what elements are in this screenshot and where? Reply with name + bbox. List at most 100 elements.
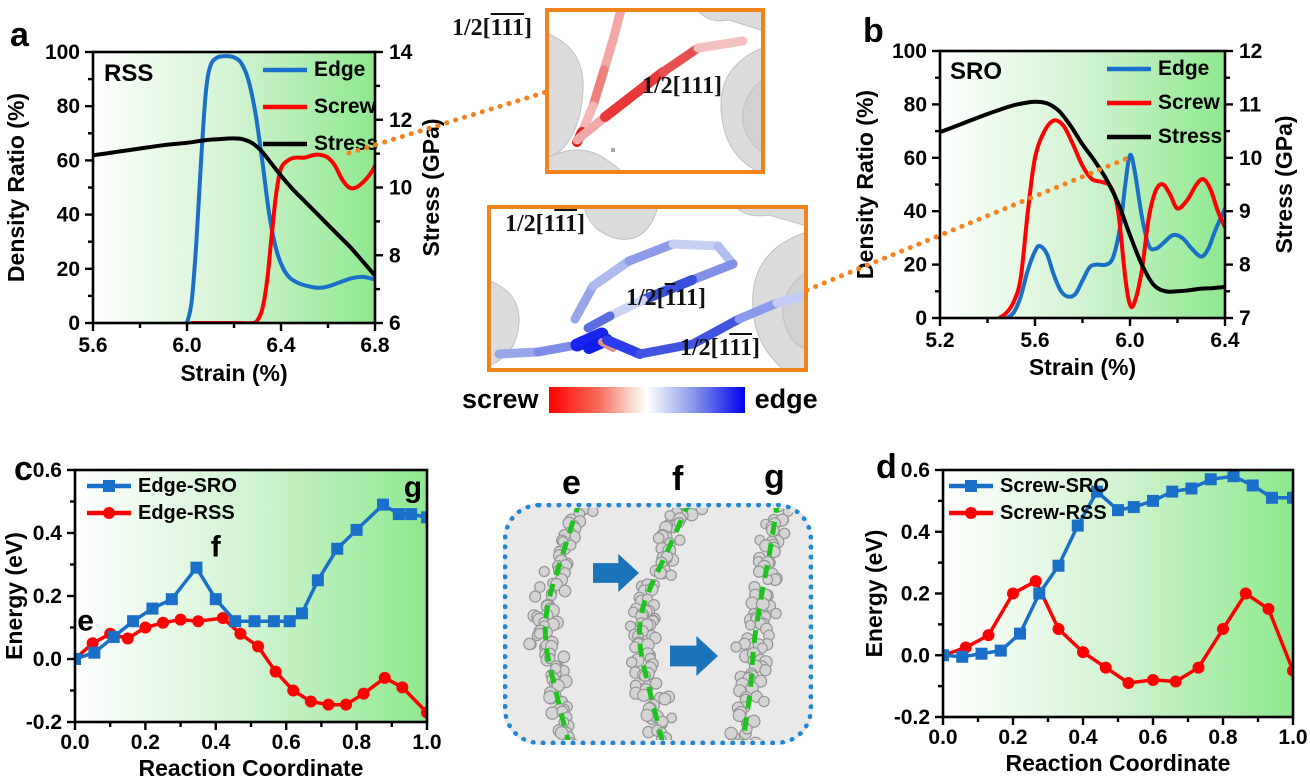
legend-label: Stress [314, 132, 379, 156]
axis-text: 40 [57, 204, 80, 227]
dislocation-line-e [542, 508, 581, 740]
axis-text: 6.4 [266, 334, 296, 357]
axis-text: Stress (GPa) [1271, 115, 1297, 253]
panel-letter-d: d [876, 448, 897, 486]
axis-text: 0 [68, 312, 80, 335]
legend-label: Screw-SRO [1000, 475, 1109, 497]
axis-text: 6.8 [360, 334, 390, 357]
axis-text: 0.0 [33, 648, 62, 671]
axis-text: Reaction Coordinate [139, 755, 364, 778]
burgers-vector-label-edge-bottom: 1/2[111] [680, 335, 761, 361]
legend-sample-screw [263, 104, 307, 109]
axis-text: Density Ratio (%) [855, 90, 878, 279]
axis-text: 0.6 [272, 731, 301, 754]
axis-text: 0.0 [60, 731, 89, 754]
atom-band-g [724, 508, 794, 740]
dislocation-line-f [637, 508, 690, 740]
axis-ticks [935, 468, 1295, 725]
structure-label-g: g [764, 458, 785, 496]
axis-text: 6.0 [1115, 329, 1144, 352]
axis-text: 6.4 [1210, 329, 1240, 352]
glide-arrow-2 [670, 636, 718, 676]
axis-text: 1.0 [1278, 726, 1307, 749]
dislocation-line-g [740, 508, 780, 740]
series-screw-sro [943, 470, 1293, 663]
legend-item-stress: Stress [1106, 125, 1222, 148]
atom-band-e [523, 508, 599, 740]
axis-ticks [67, 468, 429, 730]
legend-sample-screw-sro [949, 480, 993, 492]
series-screw-rss [943, 575, 1293, 690]
plot-area [943, 470, 1293, 690]
legend-item-stress: Stress [262, 132, 378, 155]
structure-label-f: f [672, 460, 684, 498]
axis-text: 6.0 [172, 334, 201, 357]
legend-sample-edge [1107, 66, 1151, 71]
corner-label-rss: RSS [104, 60, 154, 87]
legend-panel-a: Edge Screw Stress [262, 58, 378, 155]
glide-arrow-1 [593, 554, 639, 592]
screw-edge-colorbar: screw edge [462, 386, 818, 413]
legend-label: Stress [1158, 125, 1223, 149]
legend-sample-edge-rss [87, 507, 131, 519]
legend-label: Screw [1158, 91, 1220, 115]
axis-text: 0.4 [901, 521, 931, 544]
axis-text: 5.6 [1020, 329, 1049, 352]
colorbar-gradient-bar [548, 386, 745, 413]
legend-label: Edge-RSS [138, 502, 235, 524]
axis-text: 20 [904, 254, 927, 277]
axis-text: 0.2 [33, 585, 62, 608]
axis-text: 8 [1239, 254, 1251, 277]
axis-text: 0.8 [342, 731, 372, 754]
axis-text: 0.8 [1208, 726, 1238, 749]
axis-text: 100 [45, 41, 80, 64]
legend-sample-screw [1107, 100, 1151, 105]
axis-text: 10 [389, 177, 412, 200]
axis-text: 0.4 [1068, 726, 1098, 749]
chart-screw-energy-barrier: 0.0 0.2 0.4 0.6 0.8 1.0-0.20.00.20.40.6Reacti… [861, 459, 1308, 776]
series-edge-rss [75, 612, 427, 719]
atomic-bands-image [523, 508, 794, 740]
axis-text: 5.6 [78, 334, 107, 357]
panel-letter-a: a [10, 16, 29, 54]
axis-text: -0.2 [894, 706, 930, 729]
chart-edge-energy-barrier: 0.0 0.2 0.4 0.6 0.8 1.0-0.20.00.20.40.6Reacti… [1, 459, 442, 778]
legend-panel-d: Screw-SRO Screw-RSS [948, 475, 1109, 524]
axis-text: 5.2 [925, 329, 954, 352]
axis-text: 0.2 [131, 731, 160, 754]
axis-text: 0.0 [928, 726, 957, 749]
screw-dislocation-image [549, 12, 761, 170]
axis-text: Reaction Coordinate [1006, 750, 1231, 776]
axis-text: 6 [389, 312, 401, 335]
legend-item-screw-sro: Screw-SRO [948, 475, 1109, 497]
legend-sample-stress [263, 141, 307, 146]
axis-text: 9 [1239, 200, 1251, 223]
axis-ticks [85, 50, 383, 331]
legend-sample-stress [1107, 134, 1151, 139]
axis-text: 0.4 [201, 731, 231, 754]
axis-ticks [932, 49, 1233, 326]
burgers-vector-label-screw-outer: 1/2[111] [452, 15, 533, 41]
axis-text: 1.0 [412, 731, 441, 754]
chart-rss-density-stress: 5.6 6.0 6.4 6.8 0 20 40 60 80 100 6 8 10 12 14 Strain (… [3, 41, 444, 386]
atom-band-f [624, 508, 709, 740]
chart-sro-density-stress: 5.2 5.6 6.0 6.4 0 20 40 60 80 100 7 8 9 10 11 12 Strain … [855, 40, 1297, 380]
legend-label: Edge [314, 58, 366, 81]
axis-text: 40 [904, 200, 927, 223]
axis-text: 20 [57, 258, 80, 281]
legend-panel-c: Edge-SRO Edge-RSS [86, 475, 237, 524]
axis-text: 100 [892, 40, 927, 63]
edge-dislocation-inset [487, 205, 808, 372]
series-stress [93, 136, 375, 278]
panel-letter-b: b [863, 12, 884, 50]
axis-text: 0.4 [33, 522, 63, 545]
legend-label: Edge-SRO [138, 475, 237, 497]
axis-text: 7 [1239, 307, 1251, 330]
burgers-vector-label-edge-mid: 1/2[111] [626, 285, 707, 311]
axis-text: Energy (eV) [861, 530, 887, 658]
sro-atomic-structure-figure [503, 503, 813, 745]
corner-label-sro: SRO [950, 58, 1003, 85]
axis-text: 11 [1239, 93, 1262, 116]
annotation-g: g [404, 471, 422, 504]
